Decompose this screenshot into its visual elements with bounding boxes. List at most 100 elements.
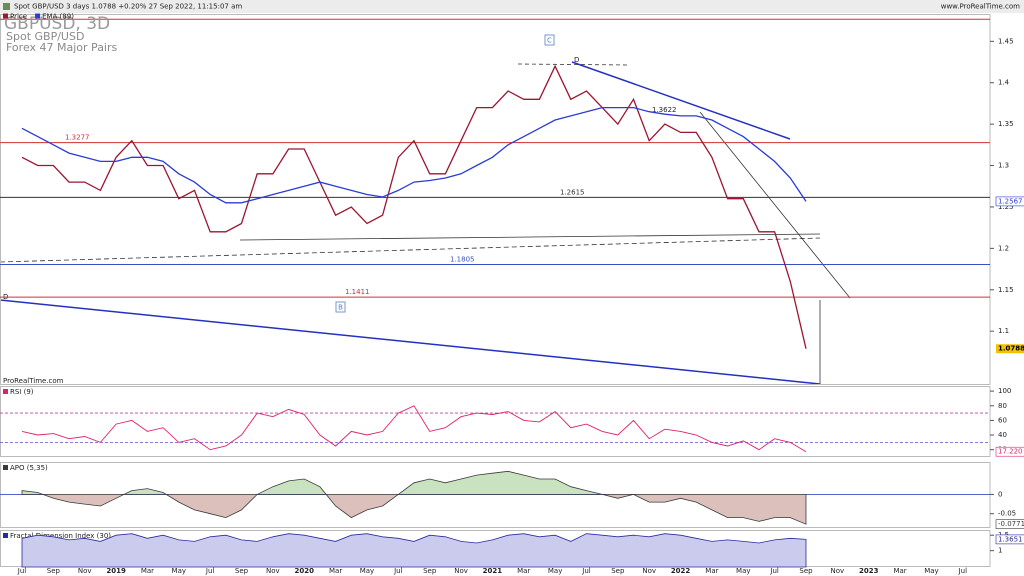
- panel-border: [0, 14, 991, 385]
- annotation-box: [335, 301, 346, 313]
- x-tick-label: Nov: [454, 567, 468, 575]
- annotation: C: [547, 37, 552, 45]
- x-tick-label: Jul: [958, 567, 968, 575]
- annotation: 1.3622: [652, 106, 677, 114]
- trend-line: [517, 63, 631, 66]
- legend-label: EMA (89): [42, 13, 74, 21]
- x-tick-label: May: [736, 567, 750, 575]
- x-tick-label: Sep: [423, 567, 437, 575]
- level-label: 1.1411: [345, 288, 370, 296]
- y-tick-label: 40: [998, 431, 1007, 439]
- series-area: [21, 533, 807, 568]
- level-label: 1.1805: [450, 256, 475, 264]
- level-label: 1.2615: [560, 188, 585, 196]
- y-tick-label: 1.15: [998, 286, 1014, 294]
- y-tick-label: 1.35: [998, 120, 1014, 128]
- x-tick-label: Nov: [266, 567, 280, 575]
- header-icon: [3, 3, 10, 10]
- trend-line: [0, 237, 821, 263]
- last-value-label: -0.0771: [998, 520, 1024, 528]
- y-tick-label: 0: [998, 490, 1002, 498]
- panel-title: APO (5,35): [10, 464, 48, 472]
- x-tick-label: Mar: [329, 567, 342, 575]
- x-tick-label: Mar: [705, 567, 718, 575]
- last-value-tag: [995, 534, 1024, 545]
- y-tick-label: 1.25: [998, 203, 1014, 211]
- trend-line: [571, 61, 791, 140]
- panel-title: Fractal Dimension Index (30): [10, 532, 111, 540]
- y-tick-label: 1.45: [998, 37, 1014, 45]
- last-value-label: 17.220: [998, 448, 1023, 456]
- x-tick-label: Jul: [769, 567, 779, 575]
- x-tick-label: Sep: [235, 567, 249, 575]
- header-bar: [0, 0, 1024, 13]
- x-tick-label: Nov: [78, 567, 92, 575]
- x-tick-label: Mar: [517, 567, 530, 575]
- annotation: D: [574, 56, 579, 64]
- y-tick-label: 80: [998, 402, 1007, 410]
- x-tick-label: May: [172, 567, 186, 575]
- x-tick-label: May: [360, 567, 374, 575]
- legend-swatch: [35, 13, 41, 19]
- last-value-label: 1.0788: [998, 345, 1024, 353]
- x-tick-label: Jul: [205, 567, 215, 575]
- panel-title-swatch: [3, 465, 8, 470]
- x-tick-label: Sep: [47, 567, 61, 575]
- x-tick-label: Sep: [799, 567, 813, 575]
- annotation: B: [338, 304, 343, 312]
- x-tick-label: May: [924, 567, 938, 575]
- last-value-tag: [995, 196, 1024, 207]
- chart-subtitle: Forex 47 Major Pairs: [6, 41, 118, 54]
- header-site: www.ProRealTime.com: [941, 3, 1020, 11]
- y-tick-label: 1: [998, 547, 1002, 555]
- y-tick-label: 1.3: [998, 162, 1009, 170]
- legend-label: Price: [10, 13, 27, 21]
- chart-subtitle: Spot GBP/USD: [6, 30, 84, 43]
- x-tick-label: Nov: [642, 567, 656, 575]
- x-tick-label: 2019: [106, 567, 126, 575]
- x-tick-label: 2021: [483, 567, 503, 575]
- trend-line: [0, 299, 821, 385]
- x-tick-label: Jul: [393, 567, 403, 575]
- panel-title-swatch: [3, 389, 8, 394]
- panel-border: [0, 386, 991, 457]
- y-tick-label: 1.4: [998, 79, 1010, 87]
- y-tick-label: -0.05: [998, 510, 1016, 518]
- last-value-label: 1.2567: [998, 197, 1023, 205]
- panel-title-swatch: [3, 533, 8, 538]
- y-tick-label: 1.1: [998, 327, 1009, 335]
- x-tick-label: Jul: [17, 567, 27, 575]
- series-line: [21, 405, 807, 453]
- trend-line: [699, 111, 851, 299]
- header-text: Spot GBP/USD 3 days 1.0788 +0.20% 27 Sep…: [14, 3, 242, 11]
- last-value-tag: [996, 344, 1024, 354]
- x-tick-label: May: [548, 567, 562, 575]
- last-value-tag: [995, 519, 1024, 529]
- x-tick-label: Jul: [581, 567, 591, 575]
- y-tick-label: 60: [998, 416, 1007, 424]
- x-tick-label: 2020: [294, 567, 314, 575]
- y-tick-label: 1.2: [998, 244, 1009, 252]
- watermark: ProRealTime.com: [3, 377, 64, 385]
- series-line: [21, 106, 807, 204]
- last-value-label: 1.3651: [998, 535, 1023, 543]
- panel-border: [0, 462, 991, 528]
- x-tick-label: Nov: [831, 567, 845, 575]
- series-area: [21, 470, 807, 525]
- panel-title: RSI (9): [10, 388, 34, 396]
- x-tick-label: 2023: [859, 567, 879, 575]
- legend-swatch: [3, 13, 8, 19]
- series-line: [21, 64, 807, 349]
- x-tick-label: Mar: [893, 567, 906, 575]
- x-tick-label: Mar: [141, 567, 154, 575]
- x-tick-label: 2022: [671, 567, 691, 575]
- trend-line: [239, 233, 821, 241]
- level-label: 1.3277: [65, 134, 90, 142]
- x-tick-label: Sep: [611, 567, 625, 575]
- last-value-tag: [995, 446, 1024, 457]
- chart-title: GBPUSD, 3D: [4, 14, 110, 34]
- annotation-box: [544, 34, 555, 46]
- y-tick-label: 100: [998, 387, 1011, 395]
